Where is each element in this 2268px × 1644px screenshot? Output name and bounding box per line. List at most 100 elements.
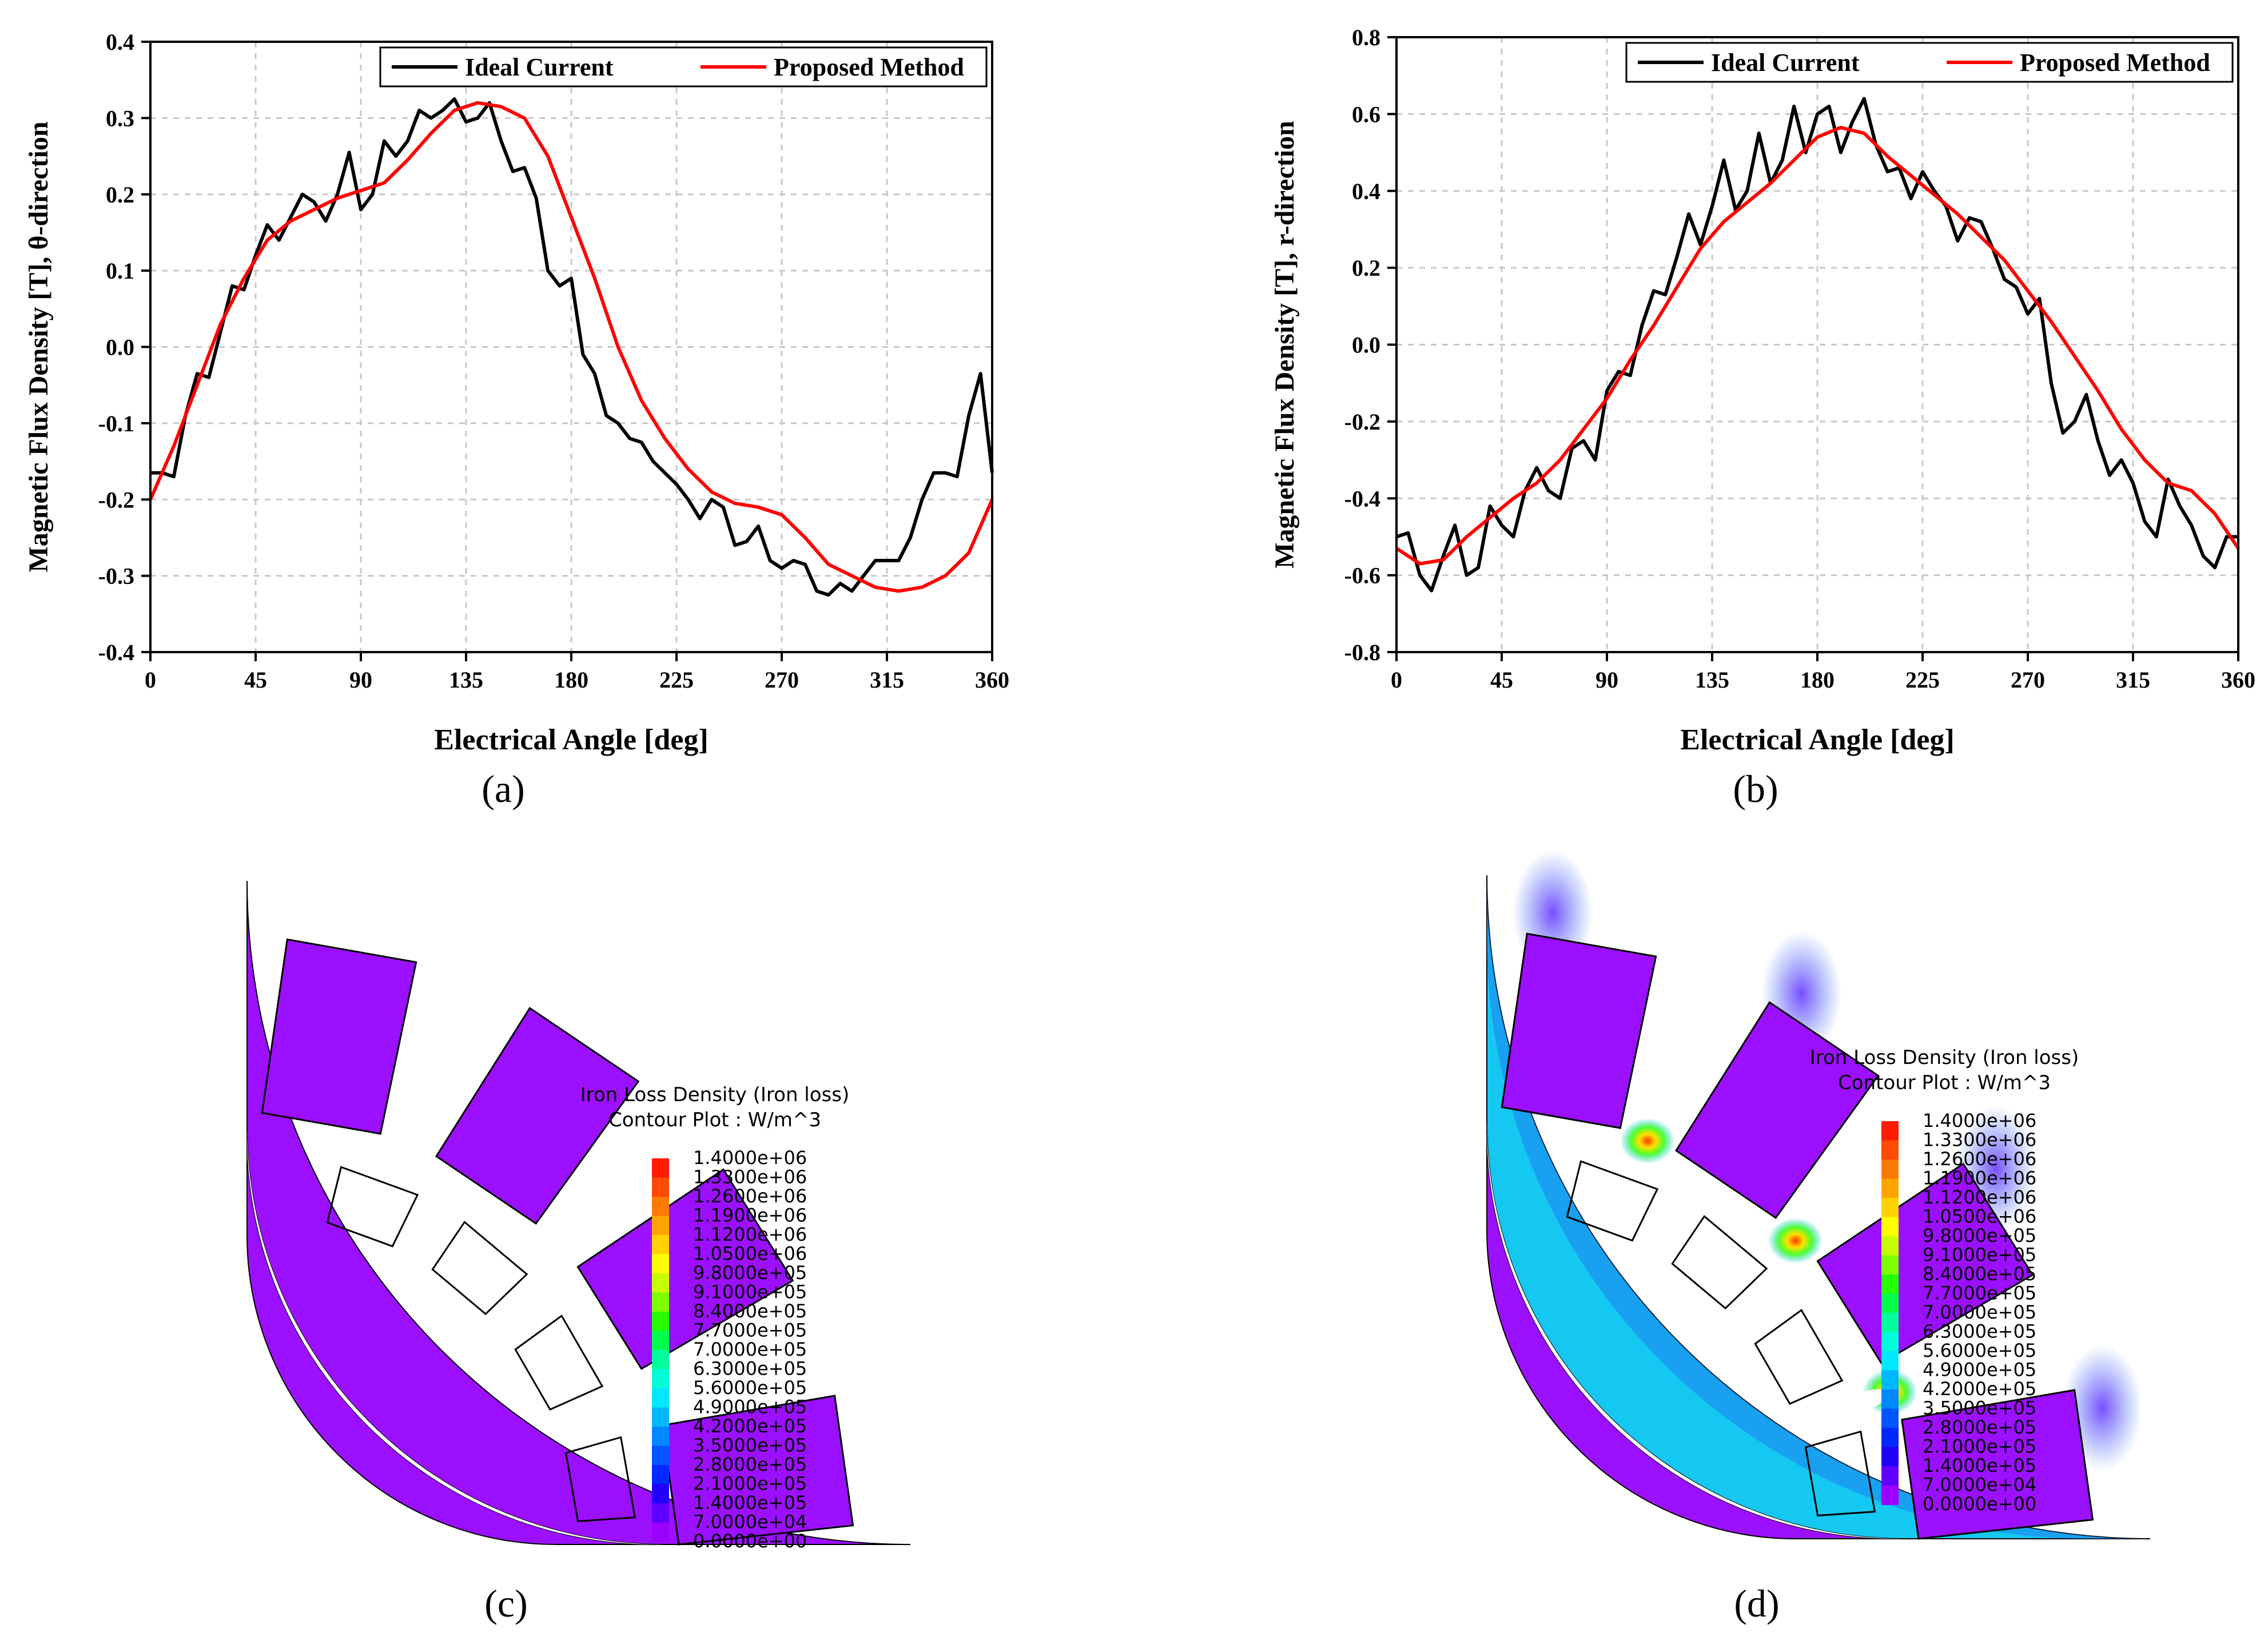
y-tick-label: -0.6	[1344, 563, 1380, 589]
colorbar-level-label: 5.6000e+05	[693, 1377, 807, 1399]
colorbar-segment	[1881, 1236, 1899, 1256]
x-axis-title: Electrical Angle [deg]	[1680, 724, 1954, 756]
x-tick-label: 315	[2116, 667, 2150, 693]
colorbar-segment	[652, 1484, 669, 1504]
colorbar-level-label: 8.4000e+05	[693, 1300, 807, 1322]
colorbar-segment	[652, 1350, 669, 1370]
colorbar-segment	[1881, 1466, 1899, 1486]
colorbar-level-label: 4.2000e+05	[693, 1415, 807, 1437]
x-tick-label: 270	[2011, 667, 2045, 693]
colorbar-level-label: 6.3000e+05	[1923, 1321, 2036, 1343]
y-tick-label: 0.0	[1352, 332, 1380, 358]
stator-core	[246, 880, 911, 1545]
y-tick-label: 0.2	[1352, 255, 1380, 281]
colorbar-segment	[652, 1407, 669, 1427]
colorbar-level-label: 2.1000e+05	[693, 1473, 807, 1495]
y-tick-label: 0.1	[106, 258, 134, 284]
colorbar-segment	[652, 1197, 669, 1217]
y-tick-label: 0.4	[1352, 178, 1380, 204]
stator-slot	[261, 938, 417, 1135]
colorbar-level-label: 7.0000e+05	[1923, 1301, 2036, 1323]
stator-slot	[1674, 1001, 1880, 1219]
legend-subtitle: Contour Plot : W/m^3	[608, 1109, 821, 1131]
rotor-notch	[1844, 1389, 1888, 1413]
y-tick-label: -0.4	[1344, 486, 1380, 511]
colorbar-segment	[652, 1522, 669, 1542]
colorbar-segment	[652, 1446, 669, 1466]
panel-label-b: (b)	[1733, 767, 1778, 811]
rotor-notch	[604, 1395, 648, 1419]
colorbar-level-label: 2.8000e+05	[693, 1454, 807, 1475]
x-tick-label: 225	[1905, 667, 1940, 693]
colorbar-segment	[652, 1254, 669, 1274]
legend-title: Iron Loss Density (Iron loss)	[1810, 1046, 2079, 1069]
tooth-tip-hotspot	[1768, 1218, 1823, 1264]
iron-loss-contour-proposed: Iron Loss Density (Iron loss)Contour Plo…	[1486, 850, 2151, 1540]
colorbar-level-label: 1.2600e+06	[693, 1185, 807, 1207]
x-tick-label: 180	[1800, 667, 1835, 693]
colorbar-level-label: 7.7000e+05	[1923, 1282, 2036, 1304]
colorbar-level-label: 0.0000e+00	[1923, 1493, 2036, 1515]
colorbar-level-label: 2.8000e+05	[1923, 1416, 2036, 1438]
x-tick-label: 225	[659, 667, 694, 693]
rotor-magnet-slot	[1671, 1215, 1768, 1310]
colorbar-level-label: 8.4000e+05	[1923, 1263, 2036, 1285]
colorbar-segment	[1881, 1313, 1899, 1333]
x-tick-label: 90	[349, 667, 372, 693]
x-axis-title: Electrical Angle [deg]	[434, 724, 708, 756]
colorbar-level-label: 9.8000e+05	[693, 1262, 807, 1284]
legend-label: Proposed Method	[774, 53, 964, 81]
colorbar-level-label: 3.5000e+05	[693, 1435, 807, 1456]
colorbar-segment	[1881, 1485, 1899, 1505]
stator-slot	[1501, 932, 1657, 1129]
panel-label-c: (c)	[484, 1582, 527, 1625]
x-tick-label: 315	[870, 667, 904, 693]
colorbar-segment	[652, 1158, 669, 1178]
colorbar-segment	[652, 1312, 669, 1332]
chart-theta-direction: 0 45 90 135 180 225 270 315 360 -0.4 -0.3 -0.2 -0.1 0…	[23, 29, 1009, 756]
stator-slot	[1901, 1389, 2094, 1540]
colorbar-segment	[1881, 1159, 1899, 1180]
series-line-proposed-method	[1395, 125, 2240, 566]
colorbar-level-label: 4.9000e+05	[693, 1396, 807, 1418]
rotor-magnet-slot	[1566, 1160, 1659, 1242]
colorbar-level-label: 4.9000e+05	[1923, 1359, 2036, 1381]
colorbar-segment	[1881, 1351, 1899, 1371]
colorbar-segment	[1881, 1140, 1899, 1160]
colorbar-level-label: 7.7000e+05	[693, 1320, 807, 1341]
y-axis-title: Magnetic Flux Density [T], r-direction	[1270, 121, 1300, 569]
tooth-tip-hotspot	[1620, 1118, 1675, 1164]
series-line-ideal-current	[150, 97, 994, 597]
legend-label: Ideal Current	[1711, 49, 1860, 77]
x-tick-label: 90	[1595, 667, 1618, 693]
panel-label-a: (a)	[482, 767, 524, 811]
colorbar-level-label: 1.1200e+06	[693, 1224, 807, 1245]
y-tick-label: 0.2	[106, 182, 134, 208]
colorbar-segment	[652, 1503, 669, 1523]
colorbar-segment	[1881, 1293, 1899, 1313]
colorbar-level-label: 6.3000e+05	[693, 1358, 807, 1380]
colorbar-level-label: 9.8000e+05	[1923, 1225, 2036, 1246]
legend-label: Proposed Method	[2020, 49, 2210, 77]
stator-slot	[435, 1007, 640, 1225]
y-tick-label: 0.6	[1352, 101, 1380, 127]
stator-slot	[576, 1168, 794, 1370]
colorbar-segment	[652, 1177, 669, 1197]
colorbar-segment	[652, 1369, 669, 1389]
colorbar-segment	[652, 1465, 669, 1485]
x-tick-label: 180	[554, 667, 588, 693]
legend-label: Ideal Current	[465, 53, 614, 81]
y-tick-label: -0.8	[1344, 640, 1380, 665]
rotor-magnet-slot	[514, 1315, 604, 1411]
x-tick-label: 0	[1391, 667, 1402, 693]
rotor-magnet-slot	[564, 1436, 636, 1523]
rotor-notch	[1674, 1169, 1702, 1210]
y-tick-label: 0.4	[106, 29, 134, 55]
stator-slot	[1816, 1162, 2034, 1364]
colorbar-segment	[652, 1427, 669, 1447]
colorbar-segment	[1881, 1428, 1899, 1448]
rotor-magnet-slot	[1804, 1430, 1876, 1517]
y-tick-label: 0.3	[106, 105, 134, 131]
x-tick-label: 45	[1490, 667, 1513, 693]
colorbar-segment	[1881, 1370, 1899, 1390]
